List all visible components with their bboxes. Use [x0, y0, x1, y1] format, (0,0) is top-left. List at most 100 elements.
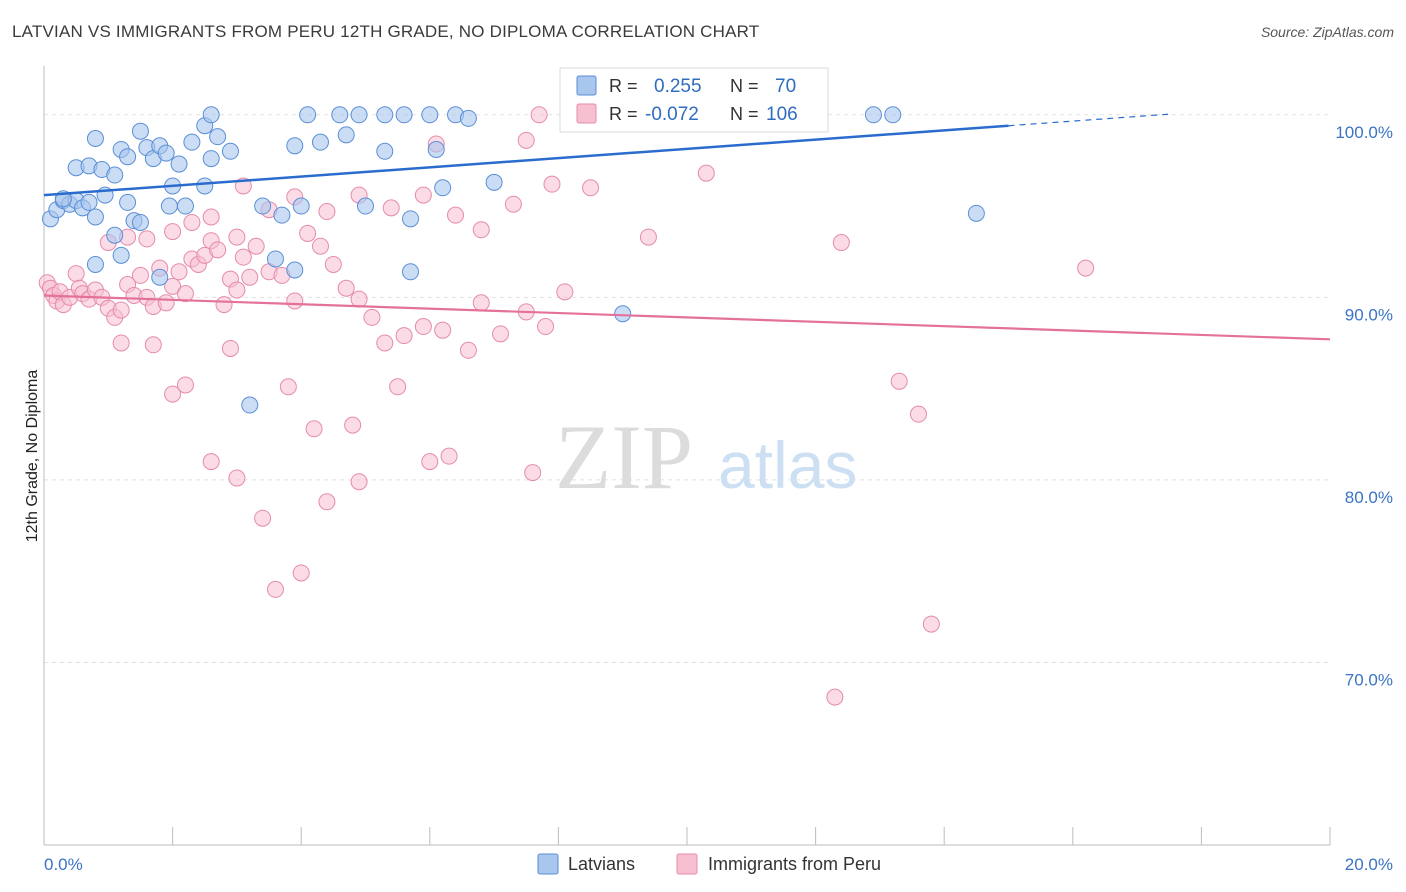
latvian-point-47: [311, 133, 329, 151]
series-legend: Latvians Immigrants from Peru: [537, 853, 881, 875]
peru-point-81: [530, 106, 548, 124]
peru-point-35: [241, 268, 259, 286]
latvian-point-28: [119, 193, 137, 211]
peru-point-74: [639, 228, 657, 246]
legend-n-label-peru: N =: [730, 104, 759, 124]
peru-point-61: [202, 208, 220, 226]
watermark: ZIP atlas: [555, 406, 857, 508]
peru-point-49: [434, 321, 452, 339]
latvian-point-7: [86, 208, 104, 226]
legend-r-label-latvian: R =: [609, 76, 638, 96]
watermark-atlas: atlas: [718, 428, 857, 502]
grid-lines: [44, 114, 1330, 663]
peru-point-59: [164, 223, 182, 241]
latvian-point-27: [196, 177, 214, 195]
peru-point-91: [440, 447, 458, 465]
latvian-point-11: [106, 166, 124, 184]
latvian-point-44: [864, 106, 882, 124]
latvian-point-25: [221, 142, 239, 160]
peru-point-87: [890, 372, 908, 390]
x-tick-label-max: 20.0%: [1345, 855, 1393, 874]
latvian-point-6: [80, 193, 98, 211]
peru-point-25: [176, 285, 194, 303]
legend-swatch-peru: [576, 103, 597, 124]
latvian-point-53: [273, 206, 291, 224]
latvian-point-59: [241, 396, 259, 414]
peru-point-55: [556, 283, 574, 301]
trend-lines: [43, 113, 1331, 341]
peru-point-51: [472, 294, 490, 312]
peru-point-103: [144, 336, 162, 354]
peru-point-42: [324, 255, 342, 273]
latvian-point-51: [459, 109, 477, 127]
peru-point-41: [311, 237, 329, 255]
series-legend-label-peru: Immigrants from Peru: [708, 854, 881, 874]
peru-point-105: [221, 339, 239, 357]
peru-point-33: [228, 281, 246, 299]
latvian-point-29: [106, 226, 124, 244]
latvian-point-21: [170, 155, 188, 173]
peru-point-71: [504, 195, 522, 213]
latvian-point-37: [350, 106, 368, 124]
y-tick-label-3: 100.0%: [1335, 123, 1393, 142]
peru-point-52: [492, 325, 510, 343]
latvian-point-68: [357, 197, 374, 215]
latvian-point-66: [254, 197, 272, 215]
peru-point-101: [922, 615, 940, 633]
peru-point-97: [350, 473, 368, 491]
latvian-point-33: [151, 268, 169, 286]
peru-point-99: [266, 580, 284, 598]
x-tick-label-min: 0.0%: [44, 855, 83, 874]
peru-point-84: [164, 385, 182, 403]
legend-n-value-peru: 106: [766, 104, 798, 125]
peru-point-39: [286, 292, 304, 310]
peru-point-69: [447, 206, 465, 224]
latvian-point-54: [402, 210, 420, 228]
peru-point-93: [202, 453, 220, 471]
latvian-point-15: [131, 122, 149, 140]
peru-point-54: [537, 318, 555, 336]
peru-point-48: [414, 318, 432, 336]
source-credit: Source: ZipAtlas.com: [1260, 24, 1394, 40]
peru-point-98: [524, 464, 542, 482]
peru-point-73: [582, 179, 600, 197]
peru-point-58: [138, 230, 156, 248]
legend-n-value-latvian: 70: [775, 76, 796, 97]
latvian-point-63: [176, 197, 194, 215]
y-tick-label-0: 70.0%: [1345, 670, 1393, 689]
trend-line-peru: [43, 294, 1331, 341]
peru-point-83: [176, 376, 194, 394]
legend-n-label-latvian: N =: [730, 76, 759, 96]
latvian-point-31: [86, 255, 104, 273]
peru-point-100: [292, 564, 310, 582]
x-tick-labels: 0.0% 20.0%: [44, 855, 1393, 874]
y-tick-labels: 70.0% 80.0% 90.0% 100.0%: [1335, 123, 1393, 690]
peru-point-24: [170, 263, 188, 281]
peru-point-88: [909, 405, 927, 423]
peru-point-94: [228, 469, 246, 487]
stats-legend: R = 0.255 N = 70 R = -0.072 N = 106: [559, 67, 829, 133]
peru-point-7: [67, 265, 85, 283]
latvian-point-30: [112, 246, 130, 264]
peru-point-43: [337, 279, 355, 297]
peru-point-46: [376, 334, 394, 352]
legend-r-value-peru: -0.072: [645, 104, 699, 125]
peru-point-65: [318, 203, 336, 221]
trend-line-latvian-extension: [1008, 113, 1170, 127]
peru-point-96: [254, 509, 272, 527]
latvian-point-57: [402, 263, 420, 281]
peru-point-76: [832, 234, 850, 252]
peru-point-67: [382, 199, 400, 217]
legend-r-label-peru: R =: [609, 104, 638, 124]
latvian-point-62: [131, 213, 149, 231]
peru-point-44: [350, 290, 368, 308]
legend-r-value-latvian: 0.255: [654, 76, 702, 97]
latvian-point-56: [286, 261, 304, 279]
trend-line-latvian: [43, 124, 1009, 197]
peru-point-34: [234, 248, 252, 266]
latvian-point-52: [485, 173, 503, 191]
latvian-point-50: [427, 140, 445, 158]
peru-point-15: [112, 301, 130, 319]
peru-point-89: [305, 420, 323, 438]
peru-point-40: [299, 224, 317, 242]
